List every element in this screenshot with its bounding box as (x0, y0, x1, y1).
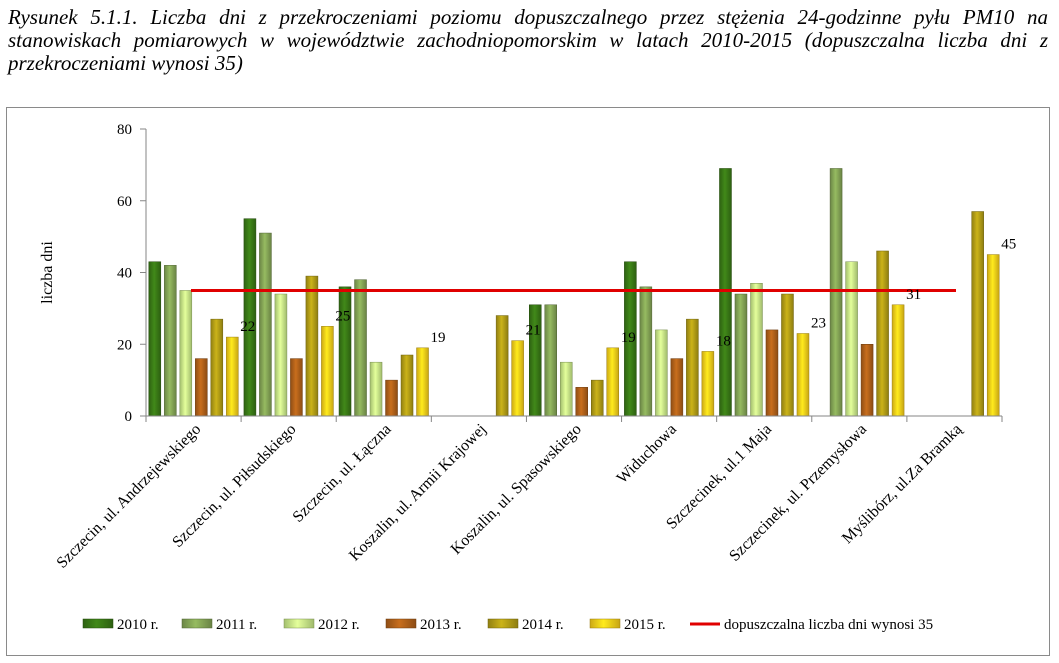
legend-label: 2010 r. (117, 617, 159, 633)
data-label: 19 (431, 330, 446, 346)
bar-2015-0 (226, 336, 239, 417)
bar-2015-3 (511, 340, 524, 417)
y-tick-label: 60 (117, 194, 132, 210)
y-tick-label: 40 (117, 266, 132, 282)
bar-2011-1 (259, 232, 272, 417)
bar-2014-7 (876, 250, 889, 417)
bar-2011-0 (164, 265, 177, 417)
legend-swatch (283, 618, 315, 629)
category-label: Szczecinek, ul.1 Maja (663, 421, 775, 533)
bar-2012-4 (560, 361, 573, 417)
bar-2012-0 (179, 290, 193, 417)
bar-2015-7 (891, 304, 905, 417)
y-tick-label: 80 (117, 122, 132, 138)
bar-2013-2 (385, 379, 398, 417)
bar-2013-1 (290, 358, 303, 417)
bar-2010-0 (148, 261, 162, 417)
bar-2014-8 (971, 211, 984, 417)
bar-2015-1 (321, 326, 334, 417)
legend-swatch (181, 618, 213, 629)
category-label: Szczecin, ul. Łączna (290, 421, 395, 526)
bar-2014-0 (210, 318, 224, 417)
bar-2013-0 (195, 358, 208, 417)
bar-2013-6 (765, 329, 779, 417)
data-label: 31 (906, 287, 921, 303)
legend-label: dopuszczalna liczba dni wynosi 35 (724, 617, 933, 633)
bar-2011-7 (829, 168, 843, 417)
data-label: 23 (811, 315, 826, 331)
bar-2012-2 (369, 361, 383, 417)
bar-2010-6 (719, 168, 732, 417)
bar-2014-6 (781, 293, 794, 417)
legend-label: 2014 r. (522, 617, 564, 633)
bar-2012-6 (750, 283, 763, 417)
data-label: 22 (240, 319, 255, 335)
legend-swatch (589, 618, 621, 629)
bar-2010-1 (243, 218, 257, 417)
bar-2015-6 (796, 333, 810, 417)
chart-frame (6, 107, 1050, 656)
bar-2015-5 (701, 351, 715, 417)
bar-2015-2 (416, 347, 429, 417)
bar-2012-1 (274, 293, 288, 417)
legend-label: 2011 r. (216, 617, 257, 633)
y-tick-label: 0 (125, 409, 133, 425)
legend-swatch (385, 618, 417, 629)
bar-2011-4 (544, 304, 557, 417)
bar-2010-2 (338, 286, 352, 417)
bar-2013-5 (670, 358, 684, 417)
data-label: 18 (716, 333, 731, 349)
bar-2012-5 (655, 329, 668, 417)
bar-2013-4 (575, 387, 588, 417)
y-axis-label: liczba dni (39, 241, 56, 304)
figure-caption: Rysunek 5.1.1. Liczba dni z przekroczeni… (8, 5, 1048, 75)
data-label: 45 (1001, 237, 1016, 253)
bar-2010-4 (529, 304, 542, 417)
bar-2014-3 (495, 315, 509, 417)
bar-2011-5 (639, 286, 653, 417)
category-label: Widuchowa (614, 421, 680, 487)
legend-label: 2015 r. (624, 617, 666, 633)
bar-2015-8 (986, 254, 1000, 417)
bar-2014-2 (400, 354, 414, 417)
bar-2011-2 (354, 279, 367, 417)
bar-2013-7 (860, 344, 874, 417)
bar-2015-4 (606, 347, 619, 417)
data-label: 25 (335, 308, 350, 324)
legend-label: 2013 r. (420, 617, 462, 633)
y-tick-label: 20 (117, 337, 132, 353)
bar-2011-6 (734, 293, 748, 417)
legend-label: 2012 r. (318, 617, 360, 633)
bar-2014-1 (305, 275, 319, 417)
bar-2014-4 (591, 379, 604, 417)
bar-2014-5 (686, 318, 699, 417)
bar-2012-7 (845, 261, 858, 417)
data-label: 19 (621, 330, 636, 346)
legend-swatch (487, 618, 519, 629)
legend-swatch (82, 618, 114, 629)
data-label: 21 (526, 323, 541, 339)
